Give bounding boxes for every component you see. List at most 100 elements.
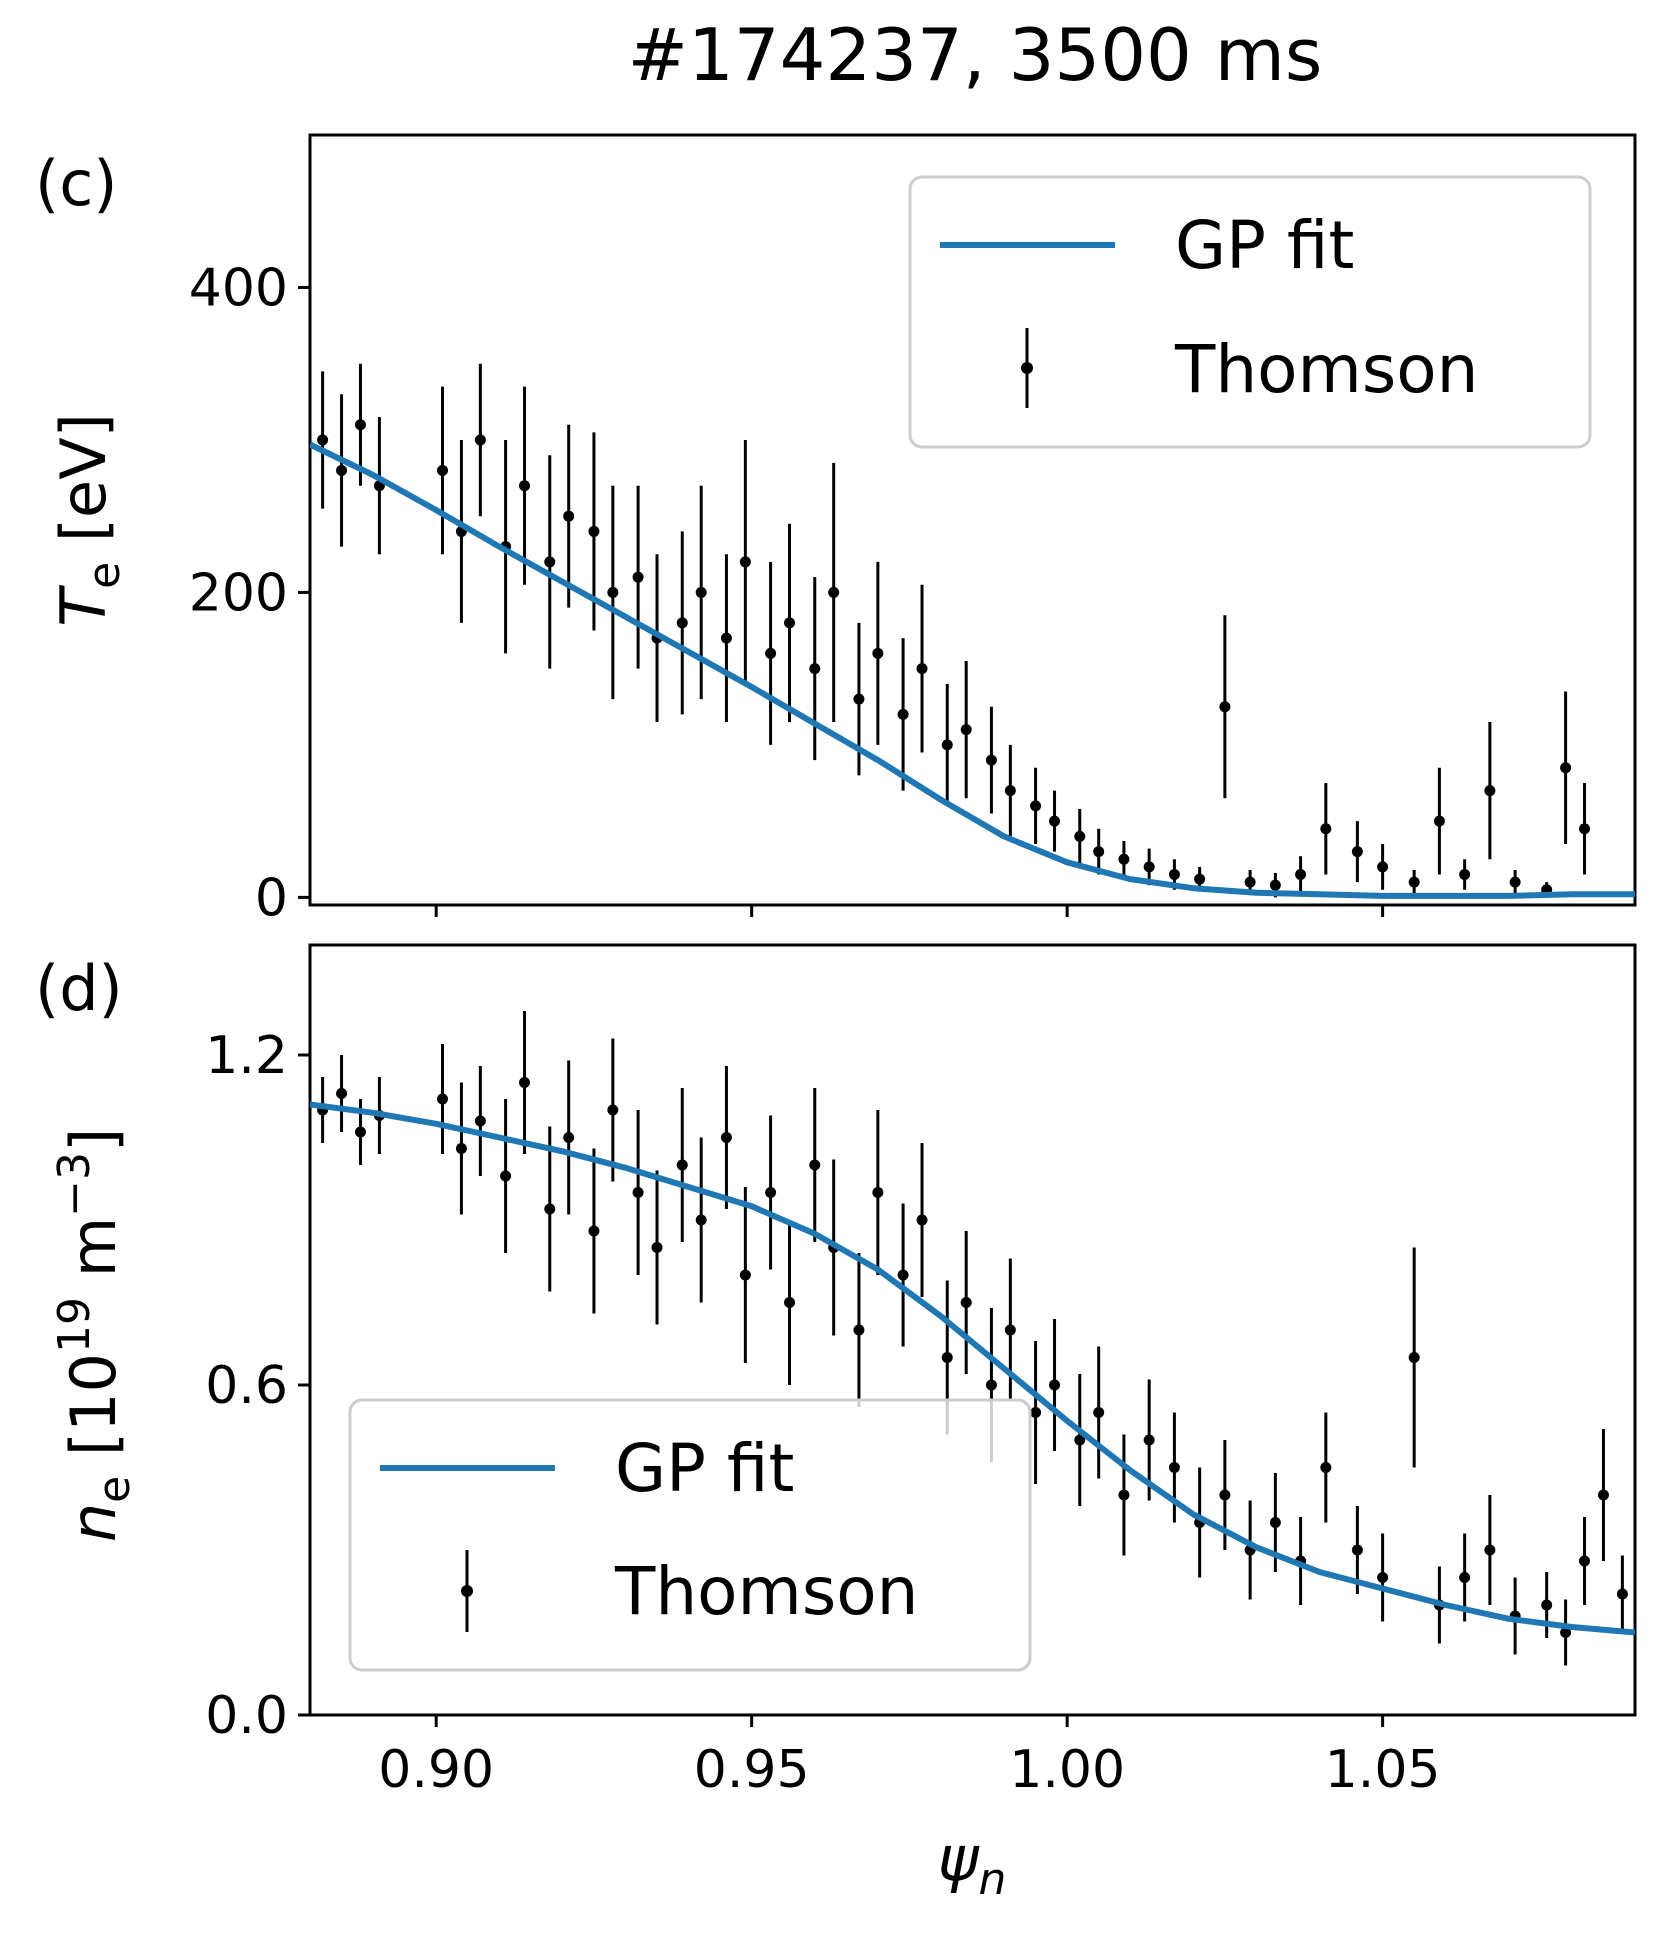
x-tick-label: 1.00 — [1009, 1740, 1125, 1800]
ne-gp-fit — [310, 1101, 1635, 1636]
te-thomson-point — [897, 708, 909, 720]
te-y-tick-label: 200 — [189, 563, 288, 623]
te-thomson-point — [1269, 879, 1281, 891]
te-thomson-point — [828, 586, 840, 598]
ne-thomson-point — [1459, 1572, 1471, 1583]
te-thomson-point — [1459, 869, 1471, 881]
te-gp-fit-line — [310, 441, 1635, 899]
te-y-tick-label: 0 — [255, 868, 288, 928]
ne-legend-thomson-marker — [461, 1585, 473, 1597]
te-thomson-point — [765, 647, 777, 659]
te-panel: 0 200 400 (c) Te [eV] GP fit Thomson — [35, 133, 1637, 928]
ne-thomson-point — [916, 1214, 928, 1226]
ne-y-unit-mid: m — [57, 1217, 130, 1297]
ne-thomson-point — [651, 1242, 663, 1253]
ne-thomson-point — [1616, 1588, 1628, 1600]
te-thomson-point — [563, 510, 575, 522]
x-tick-label: 0.90 — [378, 1740, 494, 1800]
ne-thomson-point — [853, 1324, 865, 1336]
ne-thomson-point — [1377, 1572, 1389, 1583]
ne-thomson-point — [437, 1093, 448, 1105]
ne-thomson-point — [941, 1352, 953, 1363]
te-thomson-point — [739, 556, 751, 568]
ne-thomson-point — [544, 1203, 556, 1215]
ne-y-exp2: −3 — [49, 1152, 100, 1217]
ne-thomson-point — [720, 1132, 732, 1143]
ne-thomson-point — [500, 1170, 512, 1182]
ne-y-axis-label: ne [1019 m−3] — [49, 1128, 140, 1542]
te-thomson-point — [985, 754, 997, 766]
te-thomson-point — [784, 617, 796, 629]
ne-thomson-point — [455, 1143, 467, 1154]
ne-thomson-point — [563, 1132, 575, 1143]
ne-thomson-point — [1351, 1544, 1363, 1556]
ne-gp-fit-line — [310, 1101, 1635, 1636]
te-thomson-point — [1030, 800, 1042, 812]
te-thomson-point — [695, 586, 707, 598]
ne-thomson-point — [1597, 1489, 1609, 1501]
te-thomson-point — [1143, 861, 1155, 873]
ne-panel: 0.0 0.6 1.2 0.90 0.95 1.00 1.05 (d) ne [1019 … — [35, 943, 1637, 1905]
ne-thomson-point — [1118, 1489, 1130, 1501]
x-tick-label: 0.95 — [694, 1740, 810, 1800]
te-thomson-point — [1295, 869, 1307, 881]
ne-thomson-point — [474, 1115, 486, 1127]
ne-thomson-point — [354, 1126, 366, 1138]
ne-thomson-point — [809, 1159, 821, 1171]
te-thomson-point — [317, 434, 329, 446]
te-thomson-point — [354, 419, 366, 431]
ne-thomson-point — [1049, 1379, 1061, 1391]
x-symbol: ψ — [938, 1822, 980, 1895]
te-thomson-point — [676, 617, 688, 629]
te-y-subscript: e — [79, 562, 130, 589]
te-thomson-point — [1433, 815, 1445, 827]
ne-thomson-point — [676, 1159, 688, 1171]
ne-thomson-point — [1408, 1352, 1420, 1363]
ne-y-tick-label: 0.6 — [205, 1356, 288, 1416]
ne-thomson-point — [632, 1187, 644, 1198]
ne-y-unit-prefix: [10 — [57, 1353, 130, 1476]
te-thomson-point — [1049, 815, 1061, 827]
ne-legend-thomson-label: Thomson — [614, 1553, 918, 1630]
ne-thomson-point — [1579, 1555, 1591, 1567]
te-legend-thomson-marker — [1021, 362, 1033, 374]
te-thomson-point — [519, 480, 531, 492]
te-y-axis-label: Te [eV] — [47, 413, 130, 627]
ne-legend-fit-label: GP fit — [615, 1430, 794, 1507]
te-legend-thomson-label: Thomson — [1174, 331, 1478, 408]
te-thomson-point — [960, 724, 972, 736]
ne-thomson-point — [960, 1297, 972, 1308]
ne-thomson-point — [739, 1269, 751, 1281]
te-thomson-point — [607, 586, 619, 598]
ne-thomson-point — [1560, 1627, 1572, 1638]
ne-thomson-point — [1168, 1462, 1180, 1473]
x-axis-label: ψn — [938, 1822, 1007, 1905]
te-thomson-point — [588, 525, 600, 537]
te-thomson-point — [544, 556, 556, 568]
ne-y-exp1: 19 — [49, 1297, 100, 1353]
ne-thomson-point — [872, 1187, 884, 1198]
ne-thomson-point — [1093, 1407, 1105, 1418]
te-thomson-point — [1579, 823, 1591, 835]
te-thomson-point — [853, 693, 865, 705]
ne-thomson-point — [1484, 1544, 1496, 1556]
ne-thomson-point — [1269, 1517, 1281, 1528]
te-y-unit: [eV] — [47, 413, 120, 562]
te-thomson-point — [916, 663, 928, 675]
te-thomson-point — [872, 647, 884, 659]
te-thomson-point — [1509, 876, 1521, 888]
ne-thomson-point — [1004, 1324, 1016, 1336]
te-thomson-point — [1093, 846, 1105, 858]
ne-y-symbol: n — [57, 1503, 130, 1542]
ne-thomson-point — [1030, 1407, 1042, 1418]
te-y-ticks: 0 200 400 — [189, 258, 310, 928]
te-gp-fit — [310, 441, 1635, 899]
ne-thomson-point — [588, 1225, 600, 1237]
ne-thomson-point — [607, 1104, 619, 1116]
te-thomson-point — [1219, 701, 1231, 713]
te-legend: GP fit Thomson — [908, 175, 1592, 449]
ne-y-tick-label: 1.2 — [205, 1026, 288, 1086]
te-thomson-point — [336, 464, 348, 476]
te-thomson-point — [941, 739, 953, 751]
te-thomson-point — [1118, 853, 1130, 865]
